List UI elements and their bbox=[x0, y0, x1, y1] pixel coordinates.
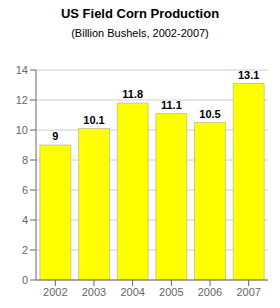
svg-text:9: 9 bbox=[52, 130, 58, 142]
html-text:US Field Corn Production: US Field Corn Production bbox=[60, 6, 220, 21]
svg-text:2: 2 bbox=[22, 244, 28, 256]
svg-text:2005: 2005 bbox=[159, 286, 183, 298]
svg-text:2003: 2003 bbox=[82, 286, 106, 298]
svg-text:11.1: 11.1 bbox=[161, 99, 182, 111]
svg-text:8: 8 bbox=[22, 154, 28, 166]
html-text:(Billion Bushels, 2002-2007): (Billion Bushels, 2002-2007) bbox=[71, 27, 209, 39]
svg-text:2004: 2004 bbox=[120, 286, 144, 298]
svg-text:14: 14 bbox=[16, 64, 28, 76]
svg-text:4: 4 bbox=[22, 214, 28, 226]
svg-text:10.5: 10.5 bbox=[199, 108, 220, 120]
svg-text:12: 12 bbox=[16, 94, 28, 106]
svg-text:2007: 2007 bbox=[236, 286, 260, 298]
svg-text:10: 10 bbox=[16, 124, 28, 136]
svg-text:10.1: 10.1 bbox=[83, 114, 104, 126]
svg-text:6: 6 bbox=[22, 184, 28, 196]
svg-text:2006: 2006 bbox=[198, 286, 222, 298]
svg-text:13.1: 13.1 bbox=[238, 69, 259, 81]
svg-text:2002: 2002 bbox=[43, 286, 67, 298]
svg-text:0: 0 bbox=[22, 274, 28, 286]
svg-text:11.8: 11.8 bbox=[122, 88, 143, 100]
